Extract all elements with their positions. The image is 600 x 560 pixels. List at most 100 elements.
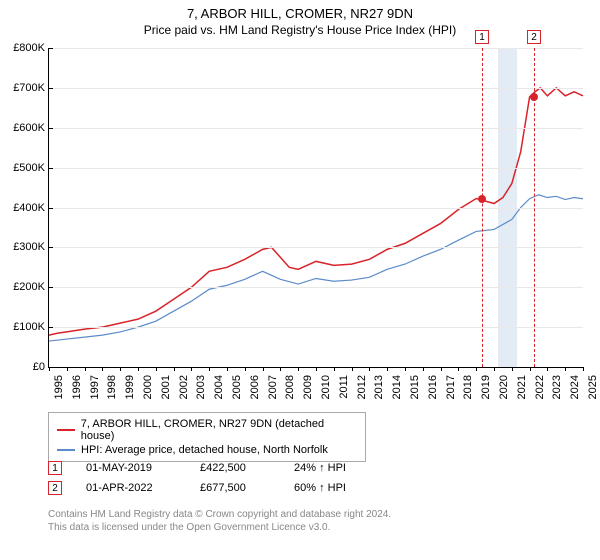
marker-dot bbox=[530, 93, 538, 101]
x-axis-tick: 2011 bbox=[338, 375, 350, 399]
legend: 7, ARBOR HILL, CROMER, NR27 9DN (detache… bbox=[48, 412, 366, 462]
copyright-line: Contains HM Land Registry data © Crown c… bbox=[48, 508, 568, 521]
x-axis-tick: 2003 bbox=[195, 375, 207, 399]
sales-table: 1 01-MAY-2019 £422,500 24% ↑ HPI 2 01-AP… bbox=[48, 458, 384, 498]
marker-box-icon: 2 bbox=[48, 481, 62, 495]
x-axis-tick: 2019 bbox=[480, 375, 492, 399]
x-axis-tick: 2025 bbox=[587, 375, 599, 399]
sale-pct: 60% ↑ HPI bbox=[294, 482, 384, 494]
plot-area: £0£100K£200K£300K£400K£500K£600K£700K£80… bbox=[48, 48, 583, 368]
x-tick-mark bbox=[441, 367, 442, 371]
x-tick-mark bbox=[191, 367, 192, 371]
y-axis-tick: £400K bbox=[1, 202, 45, 214]
x-tick-mark bbox=[565, 367, 566, 371]
copyright-text: Contains HM Land Registry data © Crown c… bbox=[48, 508, 568, 534]
x-axis-tick: 2022 bbox=[534, 375, 546, 399]
x-tick-mark bbox=[156, 367, 157, 371]
legend-swatch bbox=[57, 449, 75, 451]
x-axis-tick: 1995 bbox=[53, 375, 65, 399]
chart-subtitle: Price paid vs. HM Land Registry's House … bbox=[0, 21, 600, 41]
x-axis-tick: 2009 bbox=[302, 375, 314, 399]
x-tick-mark bbox=[138, 367, 139, 371]
x-axis-tick: 2000 bbox=[142, 375, 154, 399]
x-tick-mark bbox=[298, 367, 299, 371]
series-line-price_paid bbox=[49, 88, 583, 335]
grid-line bbox=[49, 287, 583, 288]
x-tick-mark bbox=[547, 367, 548, 371]
grid-line bbox=[49, 88, 583, 89]
marker-label: 2 bbox=[527, 30, 541, 44]
copyright-line: This data is licensed under the Open Gov… bbox=[48, 521, 568, 534]
legend-label: 7, ARBOR HILL, CROMER, NR27 9DN (detache… bbox=[81, 418, 357, 442]
x-tick-mark bbox=[583, 367, 584, 371]
x-axis-tick: 2010 bbox=[320, 375, 332, 399]
x-axis-tick: 2017 bbox=[445, 375, 457, 399]
x-axis-tick: 2004 bbox=[213, 375, 225, 399]
x-axis-tick: 2016 bbox=[427, 375, 439, 399]
x-axis-tick: 2008 bbox=[284, 375, 296, 399]
x-tick-mark bbox=[512, 367, 513, 371]
x-axis-tick: 1999 bbox=[124, 375, 136, 399]
y-axis-tick: £100K bbox=[1, 321, 45, 333]
x-tick-mark bbox=[120, 367, 121, 371]
y-axis-tick: £300K bbox=[1, 241, 45, 253]
legend-swatch bbox=[57, 429, 75, 431]
x-axis-tick: 2005 bbox=[231, 375, 243, 399]
table-row: 2 01-APR-2022 £677,500 60% ↑ HPI bbox=[48, 478, 384, 498]
y-axis-tick: £500K bbox=[1, 162, 45, 174]
x-tick-mark bbox=[316, 367, 317, 371]
x-tick-mark bbox=[405, 367, 406, 371]
x-tick-mark bbox=[263, 367, 264, 371]
legend-row: HPI: Average price, detached house, Nort… bbox=[57, 443, 357, 457]
x-tick-mark bbox=[352, 367, 353, 371]
y-axis-tick: £0 bbox=[1, 361, 45, 373]
x-axis-tick: 2018 bbox=[462, 375, 474, 399]
x-tick-mark bbox=[369, 367, 370, 371]
legend-label: HPI: Average price, detached house, Nort… bbox=[81, 444, 328, 456]
x-tick-mark bbox=[476, 367, 477, 371]
grid-line bbox=[49, 168, 583, 169]
y-axis-tick: £200K bbox=[1, 281, 45, 293]
x-axis-tick: 2013 bbox=[373, 375, 385, 399]
chart-container: 7, ARBOR HILL, CROMER, NR27 9DN Price pa… bbox=[0, 0, 600, 560]
marker-vline bbox=[482, 48, 483, 367]
x-axis-tick: 2014 bbox=[391, 375, 403, 399]
x-axis-tick: 2007 bbox=[267, 375, 279, 399]
x-tick-mark bbox=[494, 367, 495, 371]
table-row: 1 01-MAY-2019 £422,500 24% ↑ HPI bbox=[48, 458, 384, 478]
x-tick-mark bbox=[280, 367, 281, 371]
x-axis-tick: 2023 bbox=[551, 375, 563, 399]
marker-box-icon: 1 bbox=[48, 461, 62, 475]
x-tick-mark bbox=[334, 367, 335, 371]
y-axis-tick: £800K bbox=[1, 42, 45, 54]
grid-line bbox=[49, 48, 583, 49]
sale-date: 01-MAY-2019 bbox=[86, 462, 176, 474]
x-tick-mark bbox=[227, 367, 228, 371]
y-axis-tick: £600K bbox=[1, 122, 45, 134]
series-line-hpi bbox=[49, 195, 583, 341]
x-axis-tick: 1998 bbox=[106, 375, 118, 399]
grid-line bbox=[49, 128, 583, 129]
x-axis-tick: 2020 bbox=[498, 375, 510, 399]
x-axis-tick: 2015 bbox=[409, 375, 421, 399]
x-tick-mark bbox=[458, 367, 459, 371]
x-tick-mark bbox=[49, 367, 50, 371]
sale-date: 01-APR-2022 bbox=[86, 482, 176, 494]
x-tick-mark bbox=[387, 367, 388, 371]
y-axis-tick: £700K bbox=[1, 82, 45, 94]
sale-price: £677,500 bbox=[200, 482, 270, 494]
grid-line bbox=[49, 208, 583, 209]
legend-row: 7, ARBOR HILL, CROMER, NR27 9DN (detache… bbox=[57, 417, 357, 443]
sale-price: £422,500 bbox=[200, 462, 270, 474]
x-axis-tick: 1997 bbox=[89, 375, 101, 399]
x-tick-mark bbox=[67, 367, 68, 371]
x-tick-mark bbox=[102, 367, 103, 371]
x-axis-tick: 2002 bbox=[178, 375, 190, 399]
marker-label: 1 bbox=[475, 30, 489, 44]
x-axis-tick: 2012 bbox=[356, 375, 368, 399]
x-tick-mark bbox=[245, 367, 246, 371]
grid-line bbox=[49, 247, 583, 248]
chart-title: 7, ARBOR HILL, CROMER, NR27 9DN bbox=[0, 0, 600, 21]
sale-pct: 24% ↑ HPI bbox=[294, 462, 384, 474]
x-axis-tick: 2024 bbox=[569, 375, 581, 399]
